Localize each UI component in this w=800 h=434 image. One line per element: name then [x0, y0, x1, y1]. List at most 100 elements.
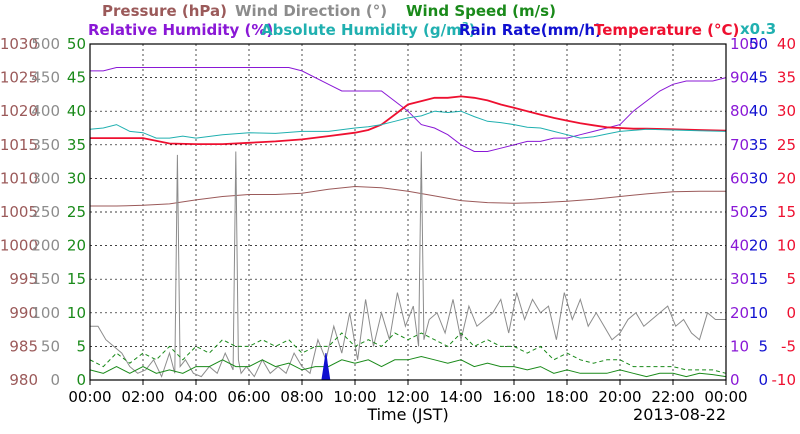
- legend-pressure: Pressure (hPa): [102, 2, 227, 20]
- y-tick-temperature: 25: [777, 136, 796, 154]
- y-tick-humidity: 100: [730, 35, 759, 53]
- series-pressure: [90, 185, 726, 207]
- legend-wind-speed: Wind Speed (m/s): [406, 2, 556, 20]
- x-tick-label: 20:00: [598, 388, 641, 406]
- x-tick-label: 14:00: [439, 388, 482, 406]
- series-gust: [89, 332, 727, 374]
- y-tick-wind-speed: 5: [76, 337, 86, 355]
- y-tick-temperature: 15: [777, 203, 796, 221]
- legend-wind-direction: Wind Direction (°): [235, 2, 387, 20]
- axes: 1030102510201015101010051000995990985980…: [0, 35, 796, 406]
- legend-absolute-humidity-sup: 3: [462, 21, 469, 32]
- legend-scale-note: x0.3: [740, 20, 776, 38]
- y-tick-wind-speed: 45: [67, 69, 86, 87]
- legend-absolute-humidity: Absolute Humidity (g/m3): [261, 21, 476, 39]
- x-tick-label: 16:00: [492, 388, 535, 406]
- y-tick-wind-speed: 25: [67, 203, 86, 221]
- y-tick-humidity: 40: [730, 237, 749, 255]
- y-tick-temperature: 10: [777, 237, 796, 255]
- legend-rain-rate: Rain Rate(mm/h): [459, 21, 602, 39]
- y-tick-rain: 50: [749, 35, 768, 53]
- y-tick-temperature: 0: [786, 304, 796, 322]
- y-tick-rain: 30: [749, 169, 768, 187]
- x-tick-label: 10:00: [333, 388, 376, 406]
- plot-frame: [89, 43, 727, 381]
- x-tick-label: 04:00: [174, 388, 217, 406]
- y-tick-pressure: 1025: [0, 69, 38, 87]
- y-tick-wind-dir: 400: [31, 102, 60, 120]
- y-tick-pressure: 1015: [0, 136, 38, 154]
- x-tick-label: 06:00: [227, 388, 270, 406]
- y-tick-temperature: 40: [777, 35, 796, 53]
- y-tick-wind-speed: 40: [67, 102, 86, 120]
- legend-absolute-humidity-tail: ): [469, 21, 476, 39]
- y-tick-wind-dir: 250: [31, 203, 60, 221]
- y-tick-wind-speed: 50: [67, 35, 86, 53]
- y-tick-wind-dir: 150: [31, 270, 60, 288]
- y-tick-pressure: 990: [9, 304, 38, 322]
- y-tick-wind-dir: 450: [31, 69, 60, 87]
- y-tick-rain: 40: [749, 102, 768, 120]
- y-tick-temperature: -10: [772, 371, 797, 389]
- y-tick-pressure: 985: [9, 337, 38, 355]
- series-temperature: [90, 95, 727, 146]
- y-tick-humidity: 30: [730, 270, 749, 288]
- y-tick-humidity: 10: [730, 337, 749, 355]
- series-wind-dir: [90, 151, 726, 378]
- x-tick-label: 18:00: [545, 388, 588, 406]
- y-tick-temperature: 35: [777, 69, 796, 87]
- y-tick-humidity: 90: [730, 69, 749, 87]
- x-tick-label: 08:00: [280, 388, 323, 406]
- y-tick-rain: 45: [749, 69, 768, 87]
- y-tick-pressure: 1000: [0, 237, 38, 255]
- y-tick-rain: 0: [758, 371, 768, 389]
- y-tick-wind-speed: 30: [67, 169, 86, 187]
- legend-absolute-humidity-text: Absolute Humidity (g/m: [261, 21, 462, 39]
- y-tick-rain: 25: [749, 203, 768, 221]
- y-tick-wind-dir: 350: [31, 136, 60, 154]
- y-tick-wind-speed: 35: [67, 136, 86, 154]
- series-humidity: [90, 67, 727, 152]
- y-tick-wind-dir: 200: [31, 237, 60, 255]
- y-tick-wind-dir: 0: [50, 371, 60, 389]
- y-tick-pressure: 1030: [0, 35, 38, 53]
- y-tick-temperature: 30: [777, 102, 796, 120]
- y-tick-pressure: 1020: [0, 102, 38, 120]
- x-tick-label: 02:00: [121, 388, 164, 406]
- chart-date: 2013-08-22: [633, 405, 726, 424]
- y-tick-pressure: 1005: [0, 203, 38, 221]
- y-tick-humidity: 60: [730, 169, 749, 187]
- y-tick-rain: 20: [749, 237, 768, 255]
- x-tick-label: 00:00: [704, 388, 747, 406]
- series-layer: [89, 67, 727, 381]
- x-tick-label: 00:00: [68, 388, 111, 406]
- grid: [90, 44, 726, 380]
- series-abs-humidity: [89, 110, 727, 139]
- legend-temperature: Temperature (°C): [594, 21, 739, 39]
- y-tick-pressure: 995: [9, 270, 38, 288]
- y-tick-wind-speed: 0: [76, 371, 86, 389]
- y-tick-temperature: -5: [781, 337, 796, 355]
- y-tick-wind-dir: 300: [31, 169, 60, 187]
- series-wind-speed: [89, 355, 727, 378]
- y-tick-wind-speed: 20: [67, 237, 86, 255]
- y-tick-humidity: 0: [730, 371, 740, 389]
- y-tick-pressure: 980: [9, 371, 38, 389]
- y-tick-humidity: 50: [730, 203, 749, 221]
- y-tick-wind-dir: 100: [31, 304, 60, 322]
- y-tick-humidity: 20: [730, 304, 749, 322]
- y-tick-wind-dir: 500: [31, 35, 60, 53]
- x-axis-title: Time (JST): [366, 405, 448, 424]
- y-tick-humidity: 80: [730, 102, 749, 120]
- y-tick-wind-speed: 15: [67, 270, 86, 288]
- y-tick-wind-dir: 50: [41, 337, 60, 355]
- y-tick-rain: 10: [749, 304, 768, 322]
- y-tick-rain: 5: [758, 337, 768, 355]
- y-tick-temperature: 20: [777, 169, 796, 187]
- y-tick-pressure: 1010: [0, 169, 38, 187]
- y-tick-rain: 15: [749, 270, 768, 288]
- y-tick-rain: 35: [749, 136, 768, 154]
- y-tick-humidity: 70: [730, 136, 749, 154]
- x-tick-label: 22:00: [651, 388, 694, 406]
